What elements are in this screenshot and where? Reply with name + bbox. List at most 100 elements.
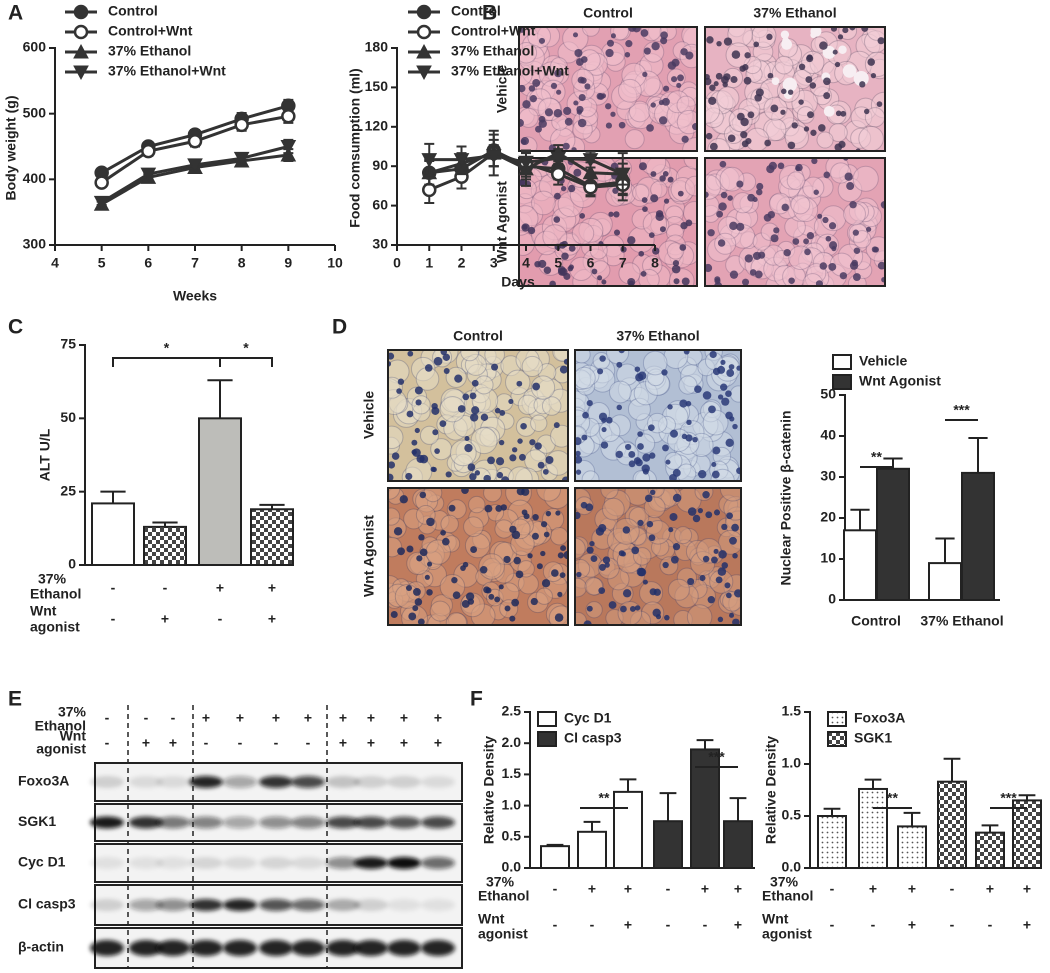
micrograph-texture	[705, 27, 885, 151]
x-tick-label: 4	[51, 255, 59, 271]
nucleus	[634, 605, 641, 611]
nucleus	[625, 443, 632, 451]
nucleus	[411, 449, 417, 455]
vacuole	[780, 30, 790, 39]
condition-sign: +	[400, 710, 408, 726]
micrograph	[518, 157, 698, 287]
nucleus	[729, 221, 738, 231]
nucleus	[637, 431, 643, 437]
x-tick-label: 0	[393, 255, 401, 271]
legend-label: Vehicle	[859, 353, 907, 369]
nucleus	[406, 545, 414, 553]
nucleus	[559, 365, 568, 374]
nucleus	[388, 461, 396, 469]
cell	[550, 527, 568, 546]
condition-label: 37%	[58, 704, 87, 720]
nucleus	[866, 226, 872, 232]
nucleus	[469, 392, 477, 400]
blot-band	[259, 816, 293, 829]
cell	[575, 350, 591, 364]
nucleus	[722, 81, 728, 88]
y-axis-label: Body weight (g)	[3, 96, 19, 201]
significance-line	[219, 357, 273, 367]
condition-sign: +	[434, 735, 442, 751]
nucleus	[773, 227, 780, 234]
condition-sign: +	[169, 735, 177, 751]
nucleus	[527, 226, 536, 235]
condition-sign: +	[216, 580, 224, 596]
nucleus	[521, 509, 528, 516]
nucleus	[586, 400, 593, 407]
nucleus	[615, 450, 623, 459]
condition-sign: +	[161, 611, 169, 627]
significance-label: **	[887, 790, 898, 806]
legend-marker	[73, 65, 89, 81]
marker	[187, 133, 203, 149]
cell	[702, 409, 729, 436]
nucleus	[781, 203, 789, 212]
nucleus	[753, 41, 760, 48]
x-tick-label: 9	[284, 255, 292, 271]
blot-band	[259, 940, 293, 956]
legend-label: SGK1	[854, 730, 892, 746]
condition-label: agonist	[36, 741, 86, 757]
nucleus	[413, 588, 421, 596]
blot-band	[189, 899, 223, 911]
cell	[678, 375, 698, 395]
nucleus	[554, 613, 564, 622]
nucleus	[576, 571, 582, 578]
nucleus	[629, 605, 636, 612]
condition-sign: +	[624, 917, 632, 933]
nucleus	[671, 264, 681, 274]
condition-sign: +	[272, 710, 280, 726]
micrograph-frame	[518, 157, 698, 287]
nucleus	[487, 456, 495, 465]
cell	[864, 51, 885, 78]
nucleus	[766, 33, 773, 41]
nucleus	[414, 598, 423, 606]
nucleus	[650, 102, 656, 108]
nucleus	[419, 491, 427, 499]
vacuole	[822, 45, 836, 59]
nucleus	[581, 434, 588, 441]
nucleus	[729, 612, 735, 618]
nucleus	[720, 191, 728, 199]
nucleus	[582, 411, 589, 419]
y-tick-label: 150	[365, 78, 389, 94]
legend-label: 37% Ethanol+Wnt	[108, 63, 226, 79]
nucleus	[457, 405, 466, 413]
nucleus	[823, 171, 831, 179]
nucleus	[680, 221, 688, 230]
nucleus	[604, 562, 610, 568]
cell	[575, 577, 587, 598]
marker	[421, 153, 438, 168]
x-tick-label: Control	[851, 613, 901, 629]
nucleus	[600, 441, 609, 449]
nucleus	[832, 49, 838, 55]
legend-swatch	[827, 731, 847, 747]
cell	[388, 507, 401, 526]
legend-marker	[73, 43, 89, 59]
nucleus	[407, 350, 414, 357]
nucleus	[714, 277, 721, 285]
nucleus	[726, 512, 733, 520]
nucleus	[711, 470, 720, 479]
nucleus	[530, 597, 538, 606]
nucleus	[618, 121, 626, 129]
nucleus	[605, 122, 612, 129]
x-tick-label: 7	[619, 255, 627, 271]
blot-band	[421, 940, 455, 956]
legend-swatch	[832, 354, 852, 370]
condition-sign: +	[304, 710, 312, 726]
nucleus	[643, 47, 651, 55]
bar	[928, 562, 962, 601]
nucleus	[575, 450, 581, 457]
cell	[535, 587, 553, 605]
nucleus	[708, 96, 717, 105]
bar	[937, 780, 967, 869]
cell	[552, 350, 568, 362]
condition-sign: -	[988, 917, 993, 933]
nucleus	[511, 598, 520, 607]
nucleus	[464, 436, 470, 442]
